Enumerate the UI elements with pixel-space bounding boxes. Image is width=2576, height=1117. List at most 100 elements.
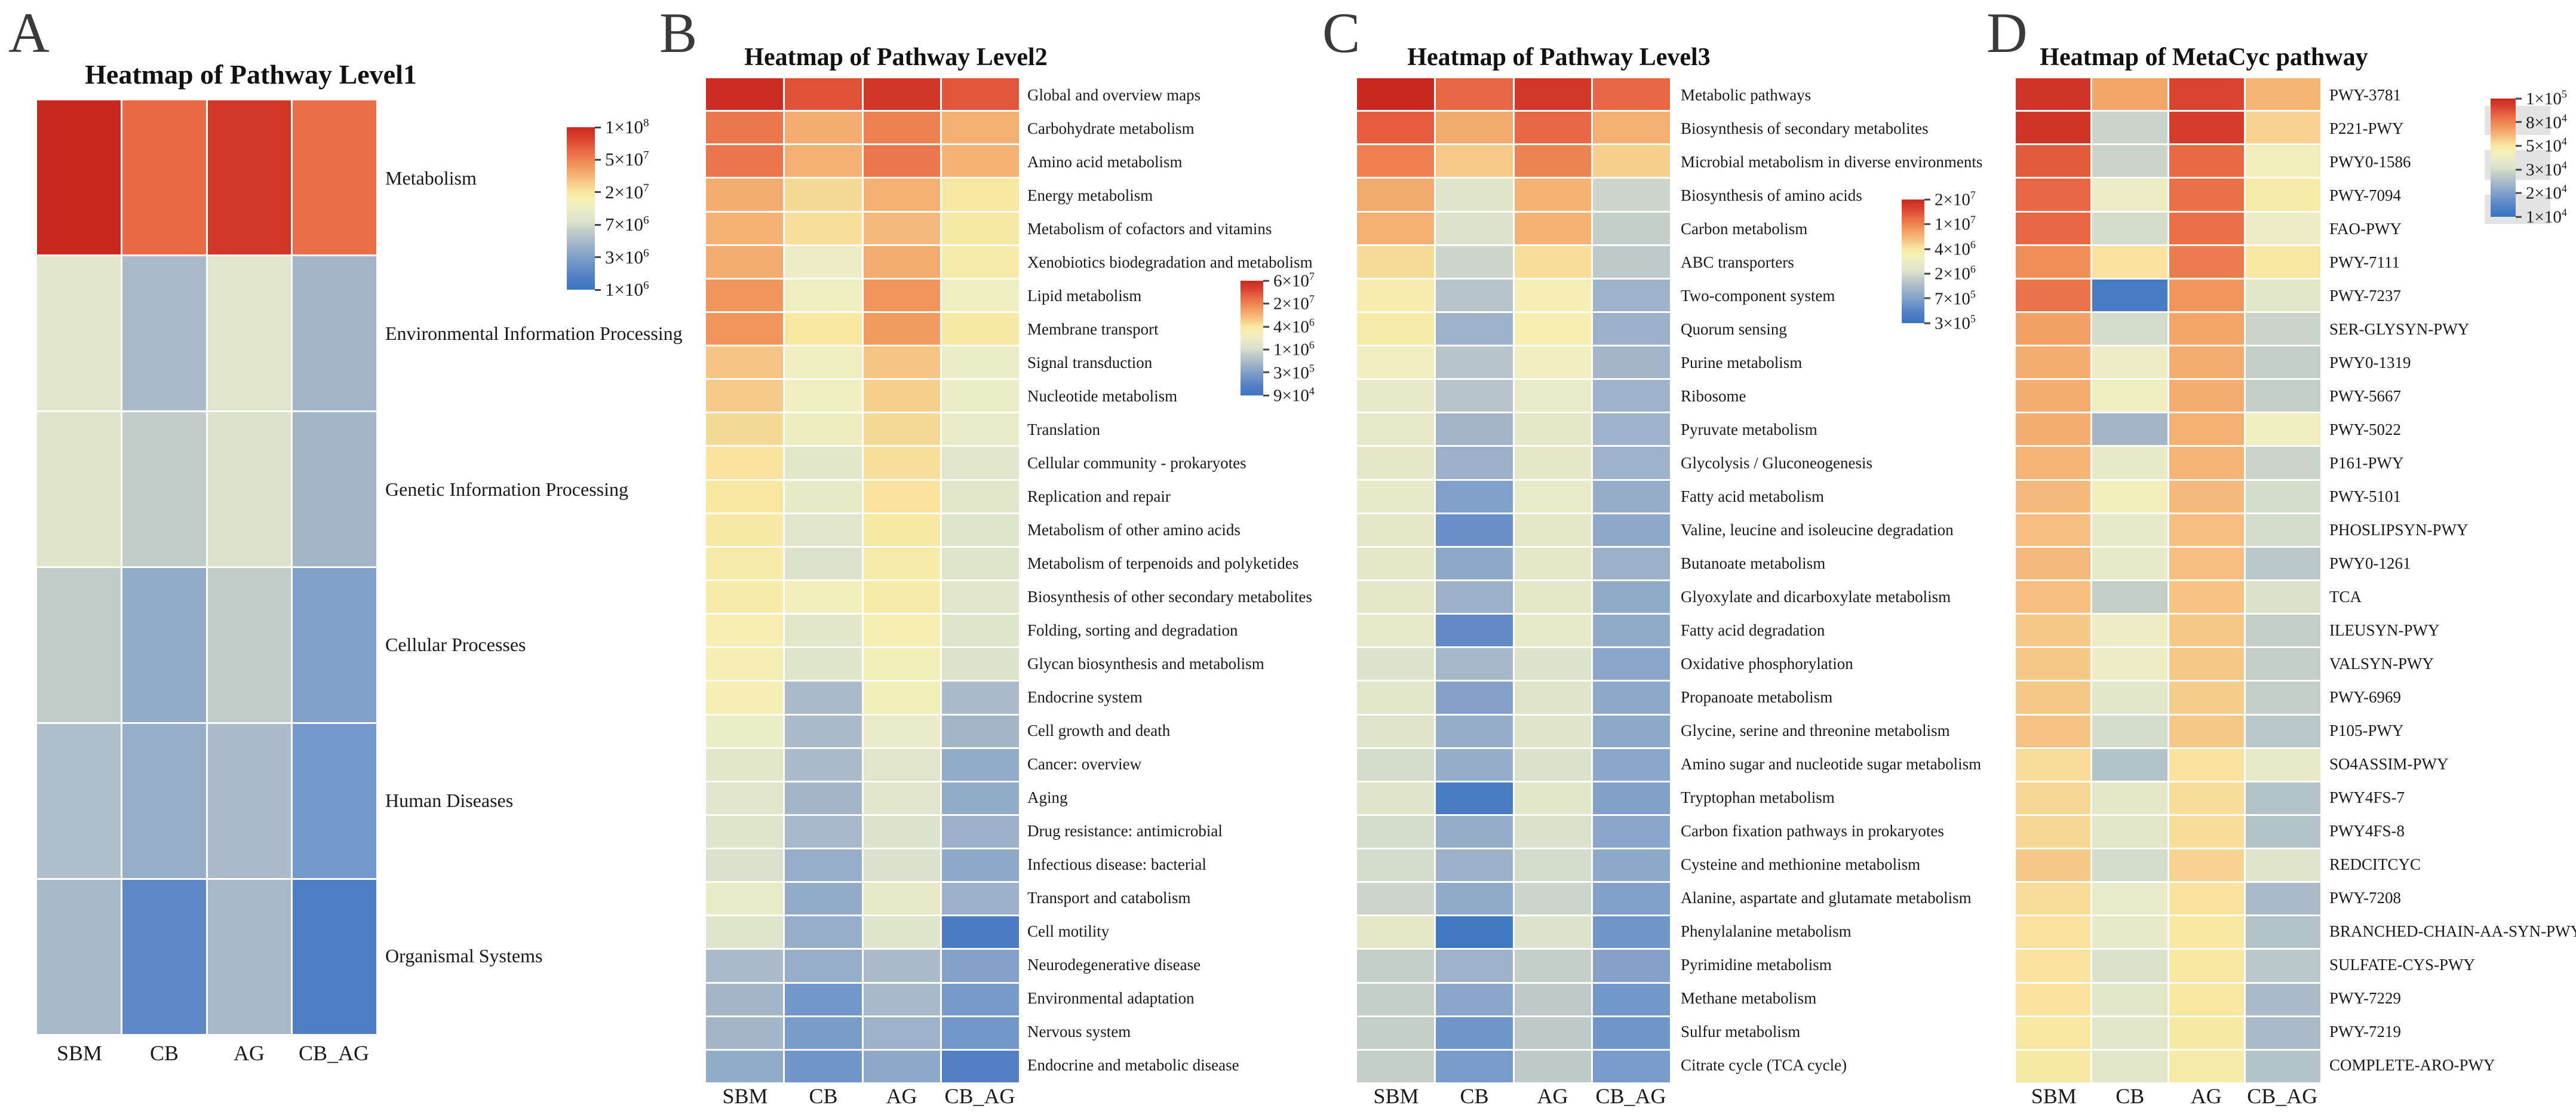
heatmap-cell: [1435, 1017, 1513, 1049]
heatmap-cell: [1593, 682, 1670, 714]
heatmap-cell: [942, 112, 1019, 144]
row-label: Cell motility: [1027, 922, 1110, 941]
heatmap-cell: [1593, 715, 1670, 747]
heatmap-cell: [2245, 1017, 2320, 1049]
colorbar-tick-mark: [1263, 394, 1269, 397]
colorbar-tick-mark: [1924, 248, 1930, 250]
heatmap-cell: [2092, 413, 2167, 446]
heatmap-cell: [1514, 145, 1592, 177]
heatmap-cell: [784, 615, 862, 647]
heatmap-cell: [1435, 883, 1513, 915]
heatmap-cell: [1514, 782, 1592, 814]
heatmap-cell: [2092, 648, 2167, 680]
heatmap-cell: [2245, 480, 2320, 513]
colorbar-tick: 2×107: [1924, 189, 1976, 210]
heatmap-cell: [2016, 514, 2091, 546]
heatmap-cell: [2169, 212, 2244, 244]
heatmap-cell: [2016, 413, 2091, 446]
row-label: Amino acid metabolism: [1027, 152, 1183, 171]
col-label-sbm: SBM: [722, 1084, 768, 1108]
heatmap-cell: [706, 413, 783, 446]
col-labels-c: SBM CB AG CB_AG: [1357, 1084, 1670, 1109]
heatmap-cell: [706, 682, 783, 714]
heatmap-cell: [2016, 312, 2091, 345]
heatmap-cell: [1514, 748, 1592, 781]
heatmap-cell: [2016, 615, 2091, 647]
heatmap-cell: [863, 413, 941, 446]
heatmap-cell: [2169, 145, 2244, 177]
heatmap-cell: [1357, 312, 1434, 345]
heatmap-cell: [706, 246, 783, 278]
heatmap-cell: [2016, 547, 2091, 579]
heatmap-cell: [1435, 748, 1513, 781]
heatmap-cell: [942, 983, 1019, 1015]
heatmap-cell: [784, 78, 862, 111]
heatmap-cell: [863, 346, 941, 379]
row-label: FAO-PWY: [2329, 219, 2402, 238]
heatmap-cell: [1435, 312, 1513, 345]
colorbar-tick-label: 1×106: [605, 279, 649, 300]
heatmap-cell: [1435, 145, 1513, 177]
row-label: SO4ASSIM-PWY: [2329, 755, 2449, 774]
heatmap-cell: [863, 145, 941, 177]
heatmap-cell: [207, 412, 291, 566]
col-labels-a: SBM CB AG CB_AG: [37, 1041, 376, 1066]
heatmap-cell: [784, 815, 862, 848]
heatmap-cell: [1435, 212, 1513, 244]
heatmap-cell: [2169, 615, 2244, 647]
heatmap-cell: [2016, 715, 2091, 747]
row-label: Infectious disease: bacterial: [1027, 855, 1206, 874]
colorbar-tick-label: 7×105: [1935, 288, 1976, 308]
heatmap-cell: [942, 78, 1019, 111]
heatmap-cell: [2169, 648, 2244, 680]
heatmap-cell: [784, 179, 862, 211]
heatmap-cell: [1357, 983, 1434, 1015]
row-label: Cell growth and death: [1027, 722, 1171, 740]
heatmap-cell: [2245, 312, 2320, 345]
panel-b-title: Heatmap of Pathway Level2: [744, 44, 1048, 71]
heatmap-cell: [2092, 145, 2167, 177]
heatmap-cell: [784, 581, 862, 613]
heatmap-cell: [2169, 279, 2244, 311]
colorbar-tick: 1×107: [1924, 214, 1976, 235]
row-label: Signal transduction: [1027, 353, 1153, 372]
row-label: Glycan biosynthesis and metabolism: [1027, 655, 1264, 673]
heatmap-cell: [1357, 648, 1434, 680]
heatmap-cell: [2245, 145, 2320, 177]
heatmap-cell: [1435, 112, 1513, 144]
row-label: Methane metabolism: [1681, 989, 1817, 1008]
heatmap-cell: [1357, 849, 1434, 882]
heatmap-cell: [706, 883, 783, 915]
row-label: PWY-7094: [2329, 186, 2401, 204]
heatmap-cell: [1357, 916, 1434, 949]
heatmap-cell: [2245, 950, 2320, 982]
row-label: SER-GLYSYN-PWY: [2329, 320, 2470, 338]
heatmap-cell: [784, 983, 862, 1015]
row-label: PWY4FS-8: [2329, 822, 2405, 840]
heatmap-cell: [2169, 346, 2244, 379]
heatmap-cell: [1593, 212, 1670, 244]
row-label: Fatty acid degradation: [1681, 621, 1825, 640]
row-label: Replication and repair: [1027, 487, 1171, 505]
heatmap-cell: [2092, 715, 2167, 747]
heatmap-cell: [2092, 312, 2167, 345]
row-label: PWY0-1261: [2329, 554, 2411, 572]
heatmap-cell: [1514, 1017, 1592, 1049]
colorbar-tick-label: 2×107: [605, 181, 649, 202]
col-label-sbm: SBM: [56, 1041, 103, 1065]
colorbar-tick: 5×107: [595, 149, 649, 170]
heatmap-cell: [784, 883, 862, 915]
heatmap-cell: [706, 648, 783, 680]
heatmap-cell: [942, 246, 1019, 278]
heatmap-cell: [2245, 815, 2320, 848]
heatmap-cell: [1435, 1050, 1513, 1082]
heatmap-cell: [207, 880, 291, 1034]
colorbar-tick-label: 4×106: [1273, 316, 1315, 337]
heatmap-cell: [863, 514, 941, 546]
heatmap-cell: [2092, 212, 2167, 244]
colorbar-tick-mark: [1263, 326, 1269, 328]
heatmap-cell: [2092, 179, 2167, 211]
heatmap-cell: [2016, 112, 2091, 144]
heatmap-cell: [1435, 380, 1513, 412]
colorbar-tick-label: 2×106: [1935, 263, 1976, 284]
